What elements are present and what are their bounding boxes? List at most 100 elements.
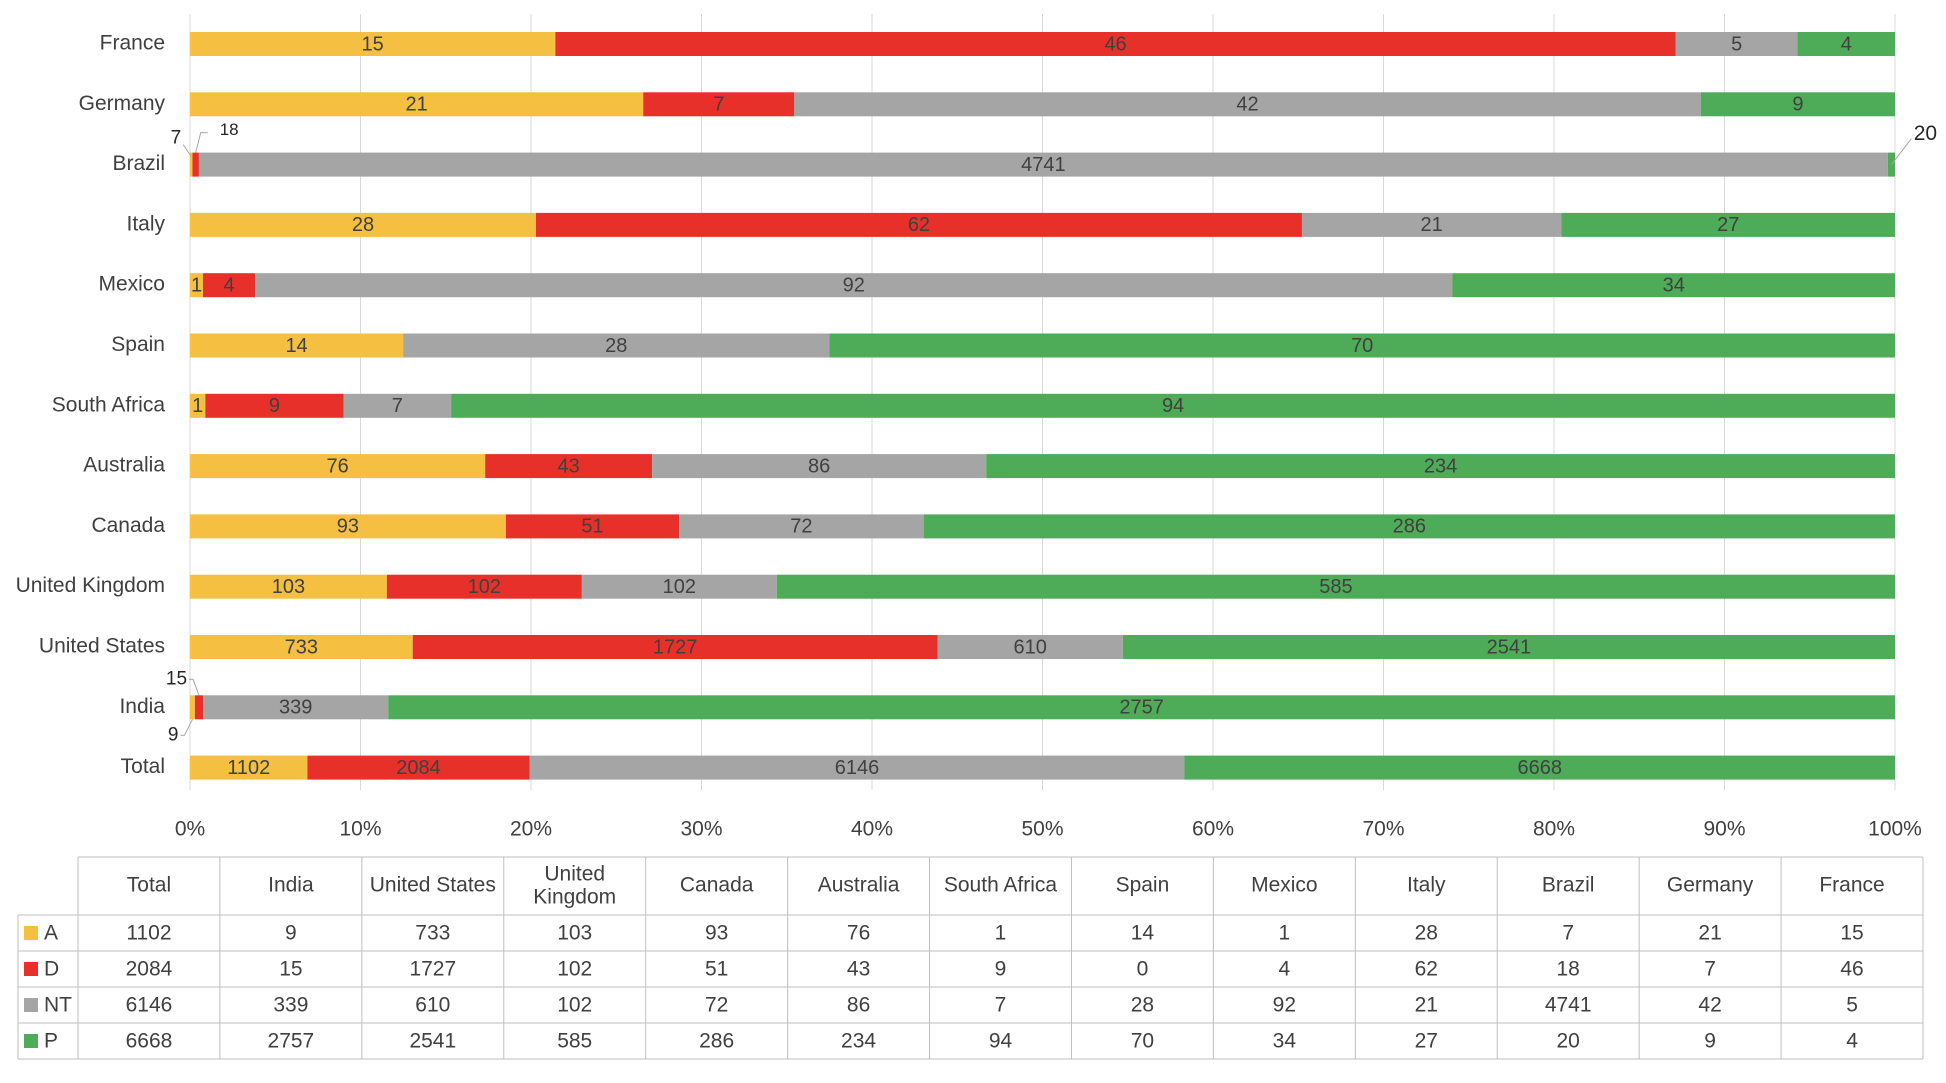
bar-france-p (1797, 32, 1895, 56)
x-tick-label-20: 20% (510, 818, 552, 841)
data-label-south-africa-a: 1 (192, 395, 203, 417)
bar-mexico-p (1452, 273, 1895, 298)
bar-india-d (194, 695, 204, 720)
category-label-spain: Spain (111, 333, 165, 356)
table-cell-p-spain: 70 (1131, 1030, 1154, 1053)
table-cell-a-france: 15 (1840, 922, 1863, 945)
x-tick-label-0: 0% (175, 818, 205, 841)
data-label-united-states-a: 733 (285, 636, 318, 658)
callout-label-brazil-d: 18 (220, 120, 239, 139)
bar-spain-a (190, 333, 404, 358)
bar-united-kingdom-nt (581, 574, 777, 599)
data-label-australia-p: 234 (1424, 455, 1457, 477)
data-label-united-kingdom-p: 585 (1319, 576, 1352, 598)
table-cell-p-south-africa: 94 (989, 1030, 1013, 1053)
bar-india-p (388, 695, 1896, 720)
table-header-germany: Germany (1667, 874, 1754, 897)
table-cell-p-united-states: 2541 (409, 1030, 456, 1053)
leader-line-india-a (180, 719, 193, 736)
data-label-france-nt: 5 (1731, 33, 1742, 55)
data-table: Total India United States United Kingdom Cana… (17, 856, 1924, 1060)
bar-france-nt (1675, 32, 1798, 56)
legend-key-a (24, 926, 38, 940)
data-label-south-africa-nt: 7 (392, 395, 403, 417)
data-label-canada-p: 286 (1393, 516, 1426, 538)
data-label-united-kingdom-nt: 102 (663, 576, 696, 598)
category-label-total: Total (121, 755, 165, 778)
table-cell-nt-germany: 42 (1698, 994, 1721, 1017)
data-label-spain-p: 70 (1351, 335, 1373, 357)
bar-australia-a (190, 454, 486, 479)
table-cell-d-canada: 51 (705, 958, 728, 981)
table-cell-a-canada: 93 (705, 922, 728, 945)
data-label-brazil-nt: 4741 (1021, 154, 1066, 176)
data-label-france-p: 4 (1841, 33, 1852, 55)
legend-label-a: A (44, 922, 58, 945)
bar-mexico-d (203, 273, 256, 298)
data-label-united-kingdom-d: 102 (468, 576, 501, 598)
data-label-total-d: 2084 (396, 757, 441, 779)
table-cell-p-brazil: 20 (1557, 1030, 1580, 1053)
bar-south-africa-p (451, 393, 1896, 418)
bar-france-d (555, 32, 1676, 56)
bar-spain-nt (403, 333, 830, 358)
data-label-germany-p: 9 (1792, 94, 1803, 116)
bar-brazil-a (190, 152, 193, 177)
category-label-south-africa: South Africa (52, 393, 166, 416)
data-label-total-a: 1102 (227, 757, 270, 779)
table-cell-nt-united-states: 610 (415, 994, 450, 1017)
bar-united-kingdom-d (386, 574, 582, 599)
category-label-canada: Canada (91, 514, 165, 537)
legend-key-d (24, 962, 38, 976)
table-cell-d-mexico: 4 (1279, 958, 1291, 981)
legend-label-p: P (44, 1030, 58, 1053)
table-header-italy: Italy (1407, 874, 1446, 897)
table-cell-nt-france: 5 (1846, 994, 1858, 1017)
table-cell-d-australia: 43 (847, 958, 870, 981)
bar-australia-d (485, 454, 653, 479)
data-label-germany-a: 21 (405, 94, 427, 116)
category-label-italy: Italy (126, 212, 165, 235)
legend-key-p (24, 1034, 38, 1048)
legend-label-d: D (44, 958, 59, 981)
bar-italy-a (190, 212, 536, 237)
x-tick-label-100: 100% (1868, 818, 1922, 841)
table-cell-a-total: 1102 (126, 922, 171, 945)
data-label-south-africa-d: 9 (269, 395, 280, 417)
data-label-mexico-p: 34 (1663, 274, 1685, 296)
bar-india-a (190, 695, 195, 720)
bar-germany-a (190, 92, 644, 117)
bar-segments (190, 32, 1896, 780)
bar-canada-p (923, 514, 1895, 539)
x-tick-label-40: 40% (851, 818, 893, 841)
leader-line-india-d (189, 678, 200, 696)
table-cell-a-italy: 28 (1415, 922, 1438, 945)
data-label-italy-p: 27 (1717, 214, 1739, 236)
x-tick-label-10: 10% (339, 818, 381, 841)
bar-germany-d (643, 92, 795, 117)
bar-italy-nt (1301, 212, 1562, 237)
table-cell-nt-spain: 28 (1131, 994, 1154, 1017)
data-label-united-kingdom-a: 103 (272, 576, 305, 598)
table-cell-d-united-states: 1727 (409, 958, 456, 981)
table-cell-p-germany: 9 (1704, 1030, 1716, 1053)
data-label-italy-d: 62 (908, 214, 930, 236)
bar-italy-p (1561, 212, 1895, 237)
data-label-mexico-a: 1 (191, 274, 202, 296)
table-header-brazil: Brazil (1542, 874, 1595, 897)
bar-united-states-a (190, 635, 413, 659)
category-label-australia: Australia (83, 454, 165, 477)
data-label-spain-nt: 28 (605, 335, 627, 357)
leader-line-brazil-p (1891, 138, 1912, 165)
callout-label-india-d: 15 (166, 668, 187, 689)
legend-key-nt (24, 998, 38, 1012)
bar-united-states-nt (937, 635, 1123, 659)
table-cell-a-united-states: 733 (415, 922, 450, 945)
table-header-mexico: Mexico (1251, 874, 1318, 897)
data-label-united-states-p: 2541 (1487, 636, 1532, 658)
bar-canada-a (190, 514, 506, 539)
table-cell-p-united-kingdom: 585 (557, 1030, 592, 1053)
bar-australia-nt (652, 454, 987, 479)
table-cell-a-south-africa: 1 (995, 922, 1007, 945)
